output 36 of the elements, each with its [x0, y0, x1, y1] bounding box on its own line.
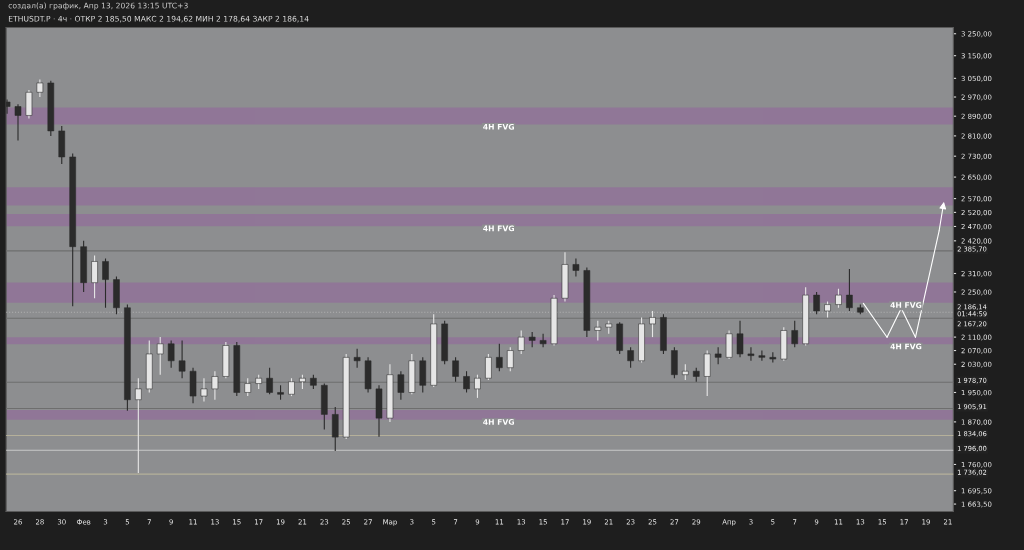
- candlestick: [791, 320, 799, 348]
- candlestick: [266, 367, 273, 395]
- candlestick: [102, 257, 109, 309]
- candlestick: [747, 346, 755, 362]
- candlestick: [474, 374, 481, 399]
- candlestick: [758, 349, 766, 362]
- candlestick: [835, 288, 842, 309]
- candlestick: [485, 353, 492, 381]
- candlestick: [507, 346, 514, 372]
- candlestick: [200, 377, 208, 403]
- candlestick: [627, 346, 634, 369]
- candlestick: [353, 348, 361, 369]
- candlestick: [331, 406, 339, 452]
- candlestick: [91, 254, 98, 299]
- candlestick: [846, 268, 853, 312]
- candlestick: [649, 310, 656, 338]
- candlestick: [397, 370, 405, 401]
- candlestick: [167, 339, 175, 369]
- candlestick: [572, 257, 580, 278]
- candlestick: [25, 89, 33, 120]
- candlestick: [496, 343, 503, 372]
- candlestick: [703, 349, 711, 397]
- candlestick: [736, 320, 744, 358]
- candlestick: [517, 329, 525, 355]
- candlestick: [178, 339, 186, 379]
- candlestick: [463, 370, 470, 394]
- candlestick: [725, 329, 733, 360]
- candlestick: [14, 103, 22, 141]
- candlestick: [539, 333, 547, 348]
- candlestick: [135, 377, 142, 474]
- candlestick: [813, 291, 820, 315]
- candlestick: [714, 346, 722, 365]
- candlestick: [594, 320, 602, 341]
- candlestick: [156, 336, 164, 376]
- candlestick: [452, 356, 459, 383]
- candlestick: [211, 370, 219, 401]
